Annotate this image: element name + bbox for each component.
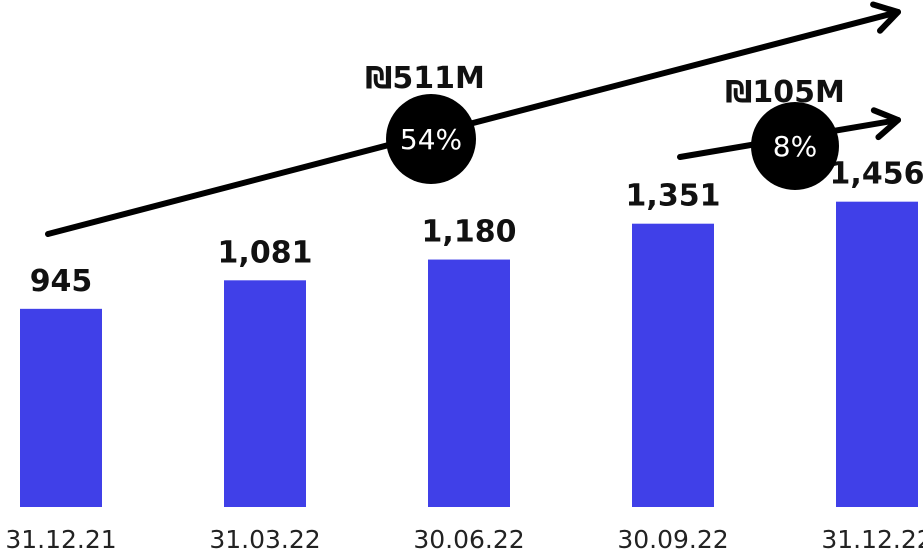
bar-30-09-22	[632, 223, 714, 507]
category-label-31-12-21: 31.12.21	[5, 525, 116, 554]
bar-31-03-22	[224, 280, 306, 507]
value-label-31-03-22: 1,081	[218, 235, 313, 270]
growth-percent-label: 8%	[773, 130, 817, 163]
category-label-30-06-22: 30.06.22	[413, 525, 524, 554]
percent-circle	[386, 94, 476, 184]
growth-annotation-1: 54% ₪511M	[45, 1, 901, 237]
bar-31-12-21	[20, 308, 102, 507]
growth-percent-label: 54%	[400, 123, 462, 156]
bar-30-06-22	[428, 259, 510, 507]
value-label-30-06-22: 1,180	[422, 215, 517, 250]
value-label-31-12-21: 945	[30, 264, 93, 299]
value-label-30-09-22: 1,351	[626, 179, 721, 214]
growth-amount-label: ₪105M	[725, 75, 845, 110]
growth-amount-label: ₪511M	[365, 61, 485, 96]
category-label-30-09-22: 30.09.22	[617, 525, 728, 554]
arrow-head-icon	[870, 107, 901, 141]
bar-31-12-22	[836, 201, 918, 507]
category-label-31-03-22: 31.03.22	[209, 525, 320, 554]
category-label-31-12-22: 31.12.22	[821, 525, 923, 554]
value-label-31-12-22: 1,456	[830, 157, 923, 192]
arrow-head-icon	[870, 1, 901, 34]
percent-circle	[751, 102, 839, 190]
growth-annotation-2: 8% ₪105M	[677, 75, 901, 190]
